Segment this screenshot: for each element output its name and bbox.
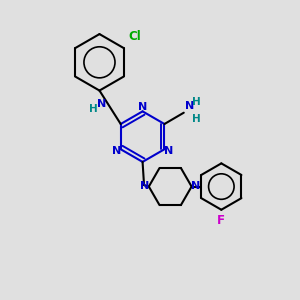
Text: H: H: [192, 114, 200, 124]
Text: F: F: [217, 214, 225, 227]
Text: H: H: [89, 104, 98, 114]
Text: N: N: [191, 181, 200, 191]
Text: Cl: Cl: [128, 30, 141, 43]
Text: N: N: [164, 146, 173, 156]
Text: N: N: [112, 146, 122, 156]
Text: N: N: [185, 101, 194, 111]
Text: H: H: [192, 97, 200, 107]
Text: N: N: [138, 103, 147, 112]
Text: N: N: [140, 181, 150, 191]
Text: N: N: [97, 99, 106, 109]
